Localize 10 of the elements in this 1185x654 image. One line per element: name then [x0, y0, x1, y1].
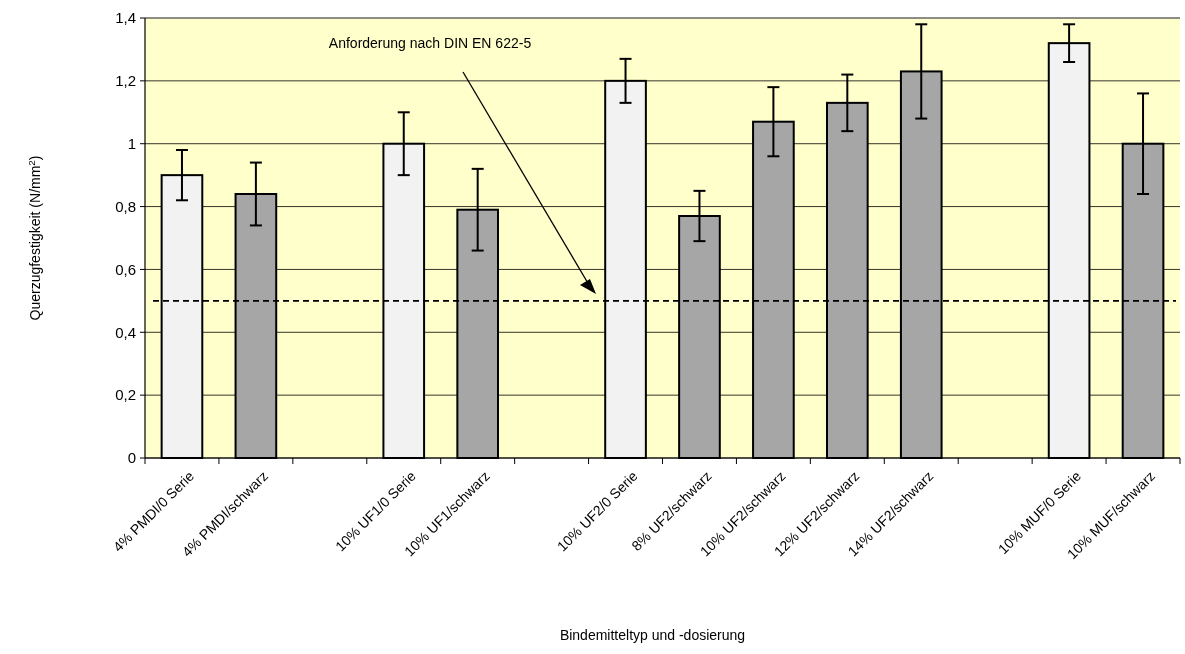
y-tick-label: 0,4	[115, 323, 136, 341]
y-tick-label: 1	[127, 134, 136, 152]
y-tick-label: 0	[127, 449, 136, 467]
y-tick-label: 0,2	[115, 386, 136, 404]
y-tick-label: 0,6	[115, 260, 136, 278]
x-axis-title: Bindemitteltyp und -dosierung	[559, 627, 746, 643]
y-tick-label: 1,4	[115, 9, 136, 27]
ref-line-label: Anforderung nach DIN EN 622-5	[328, 35, 532, 51]
y-tick-label: 1,2	[115, 72, 136, 90]
y-tick-label: 0,8	[115, 197, 136, 215]
